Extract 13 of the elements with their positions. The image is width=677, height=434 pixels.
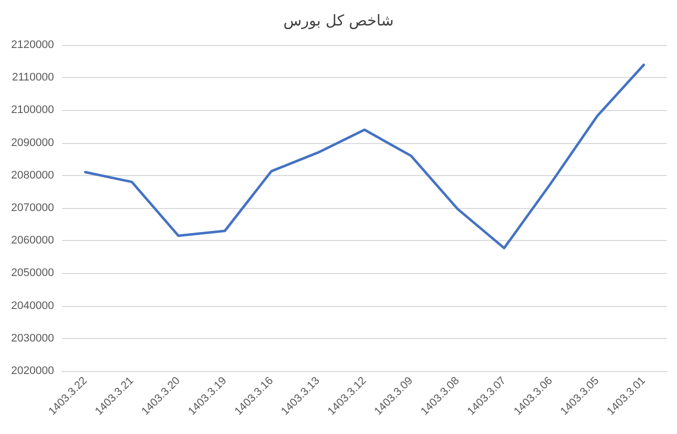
- y-tick-label: 2060000: [11, 234, 54, 247]
- chart-title: شاخص کل بورس: [283, 12, 394, 30]
- y-tick-label: 2120000: [11, 39, 54, 51]
- line-series: [84, 64, 645, 250]
- y-tick-label: 2040000: [11, 300, 54, 312]
- y-tick-label: 2020000: [11, 365, 54, 377]
- y-tick-label: 2110000: [12, 72, 54, 84]
- y-tick-label: 2050000: [11, 267, 54, 280]
- y-tick-label: 2090000: [11, 136, 54, 149]
- y-tick-label: 2100000: [11, 104, 54, 116]
- y-tick-label: 2070000: [11, 202, 54, 214]
- y-tick-label: 2030000: [11, 332, 54, 344]
- y-tick-label: 2080000: [11, 169, 54, 182]
